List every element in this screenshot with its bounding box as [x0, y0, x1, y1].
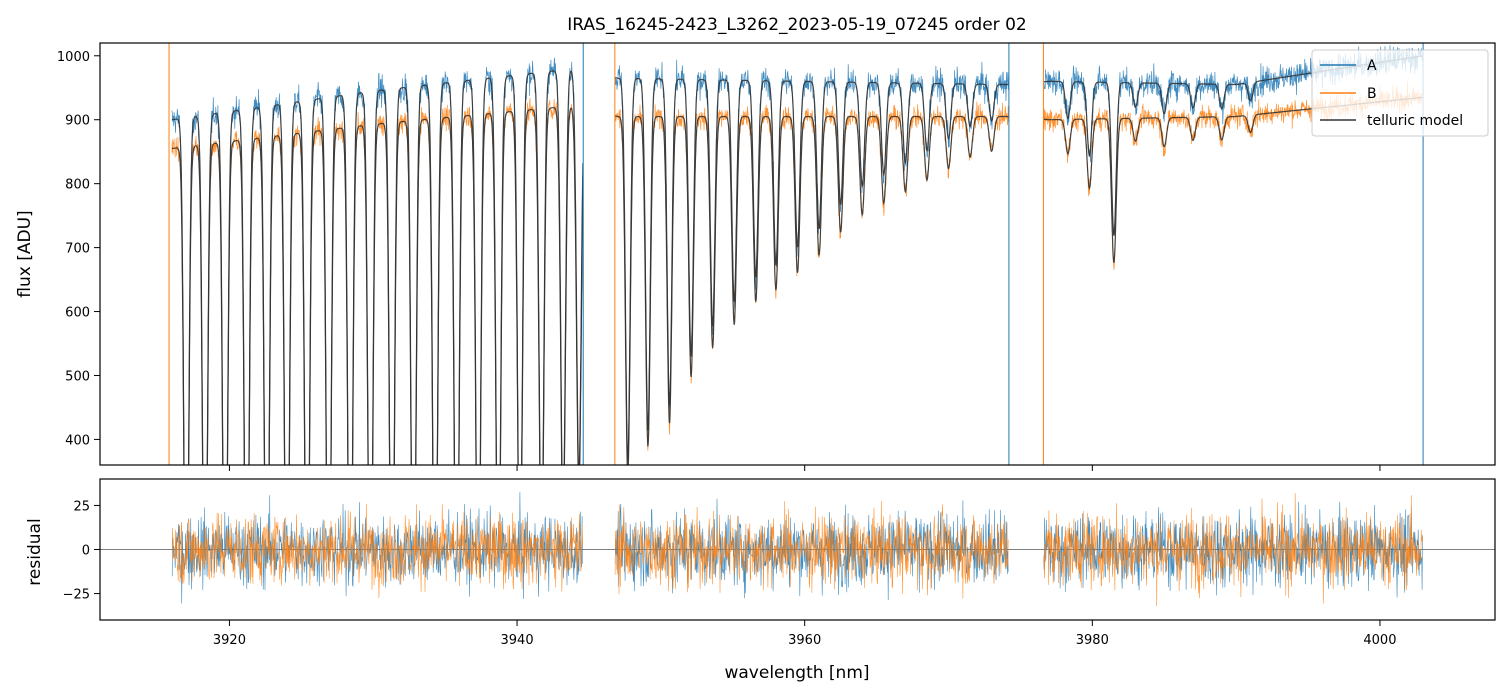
x-tick-label: 3940 — [501, 633, 534, 648]
x-tick-label: 3980 — [1076, 633, 1109, 648]
bottom-y-axis-label: residual — [25, 518, 45, 585]
legend-label-telluric: telluric model — [1367, 113, 1463, 129]
legend-box — [1311, 49, 1489, 137]
y-tick-label: 600 — [65, 306, 90, 321]
top-series-group — [168, 43, 1424, 465]
bottom-panel: −25 0 25 3920 3940 3960 3980 4000 residual wav… — [25, 478, 1496, 683]
legend: A B telluric model — [1311, 49, 1489, 137]
legend-label-b: B — [1367, 86, 1377, 102]
y-tick-label: −25 — [63, 588, 90, 603]
top-y-axis: 400 500 600 700 800 900 1000 — [57, 50, 100, 448]
top-panel: 400 500 600 700 800 900 1000 flux [ADU] A B te… — [15, 42, 1496, 471]
y-tick-label: 500 — [65, 369, 90, 384]
legend-label-a: A — [1367, 58, 1377, 74]
x-tick-label: 3960 — [788, 633, 821, 648]
chart-title: IRAS_16245-2423_L3262_2023-05-19_07245 o… — [567, 15, 1026, 35]
top-x-axis — [228, 465, 1381, 471]
y-tick-label: 400 — [65, 433, 90, 448]
y-tick-label: 1000 — [57, 50, 90, 65]
bottom-series-group — [100, 492, 1495, 607]
x-axis-label: wavelength [nm] — [724, 663, 869, 683]
bottom-y-axis: −25 0 25 — [63, 499, 100, 603]
x-tick-label: 3920 — [213, 633, 246, 648]
residual-series-b — [171, 493, 1423, 607]
top-y-axis-label: flux [ADU] — [15, 210, 35, 297]
x-tick-label: 4000 — [1363, 633, 1396, 648]
y-tick-label: 0 — [82, 544, 90, 559]
y-tick-label: 900 — [65, 114, 90, 129]
y-tick-label: 25 — [73, 499, 90, 514]
top-axes-frame — [99, 42, 1496, 466]
bottom-x-axis: 3920 3940 3960 3980 4000 — [213, 620, 1396, 648]
y-tick-label: 800 — [65, 178, 90, 193]
y-tick-label: 700 — [65, 242, 90, 257]
